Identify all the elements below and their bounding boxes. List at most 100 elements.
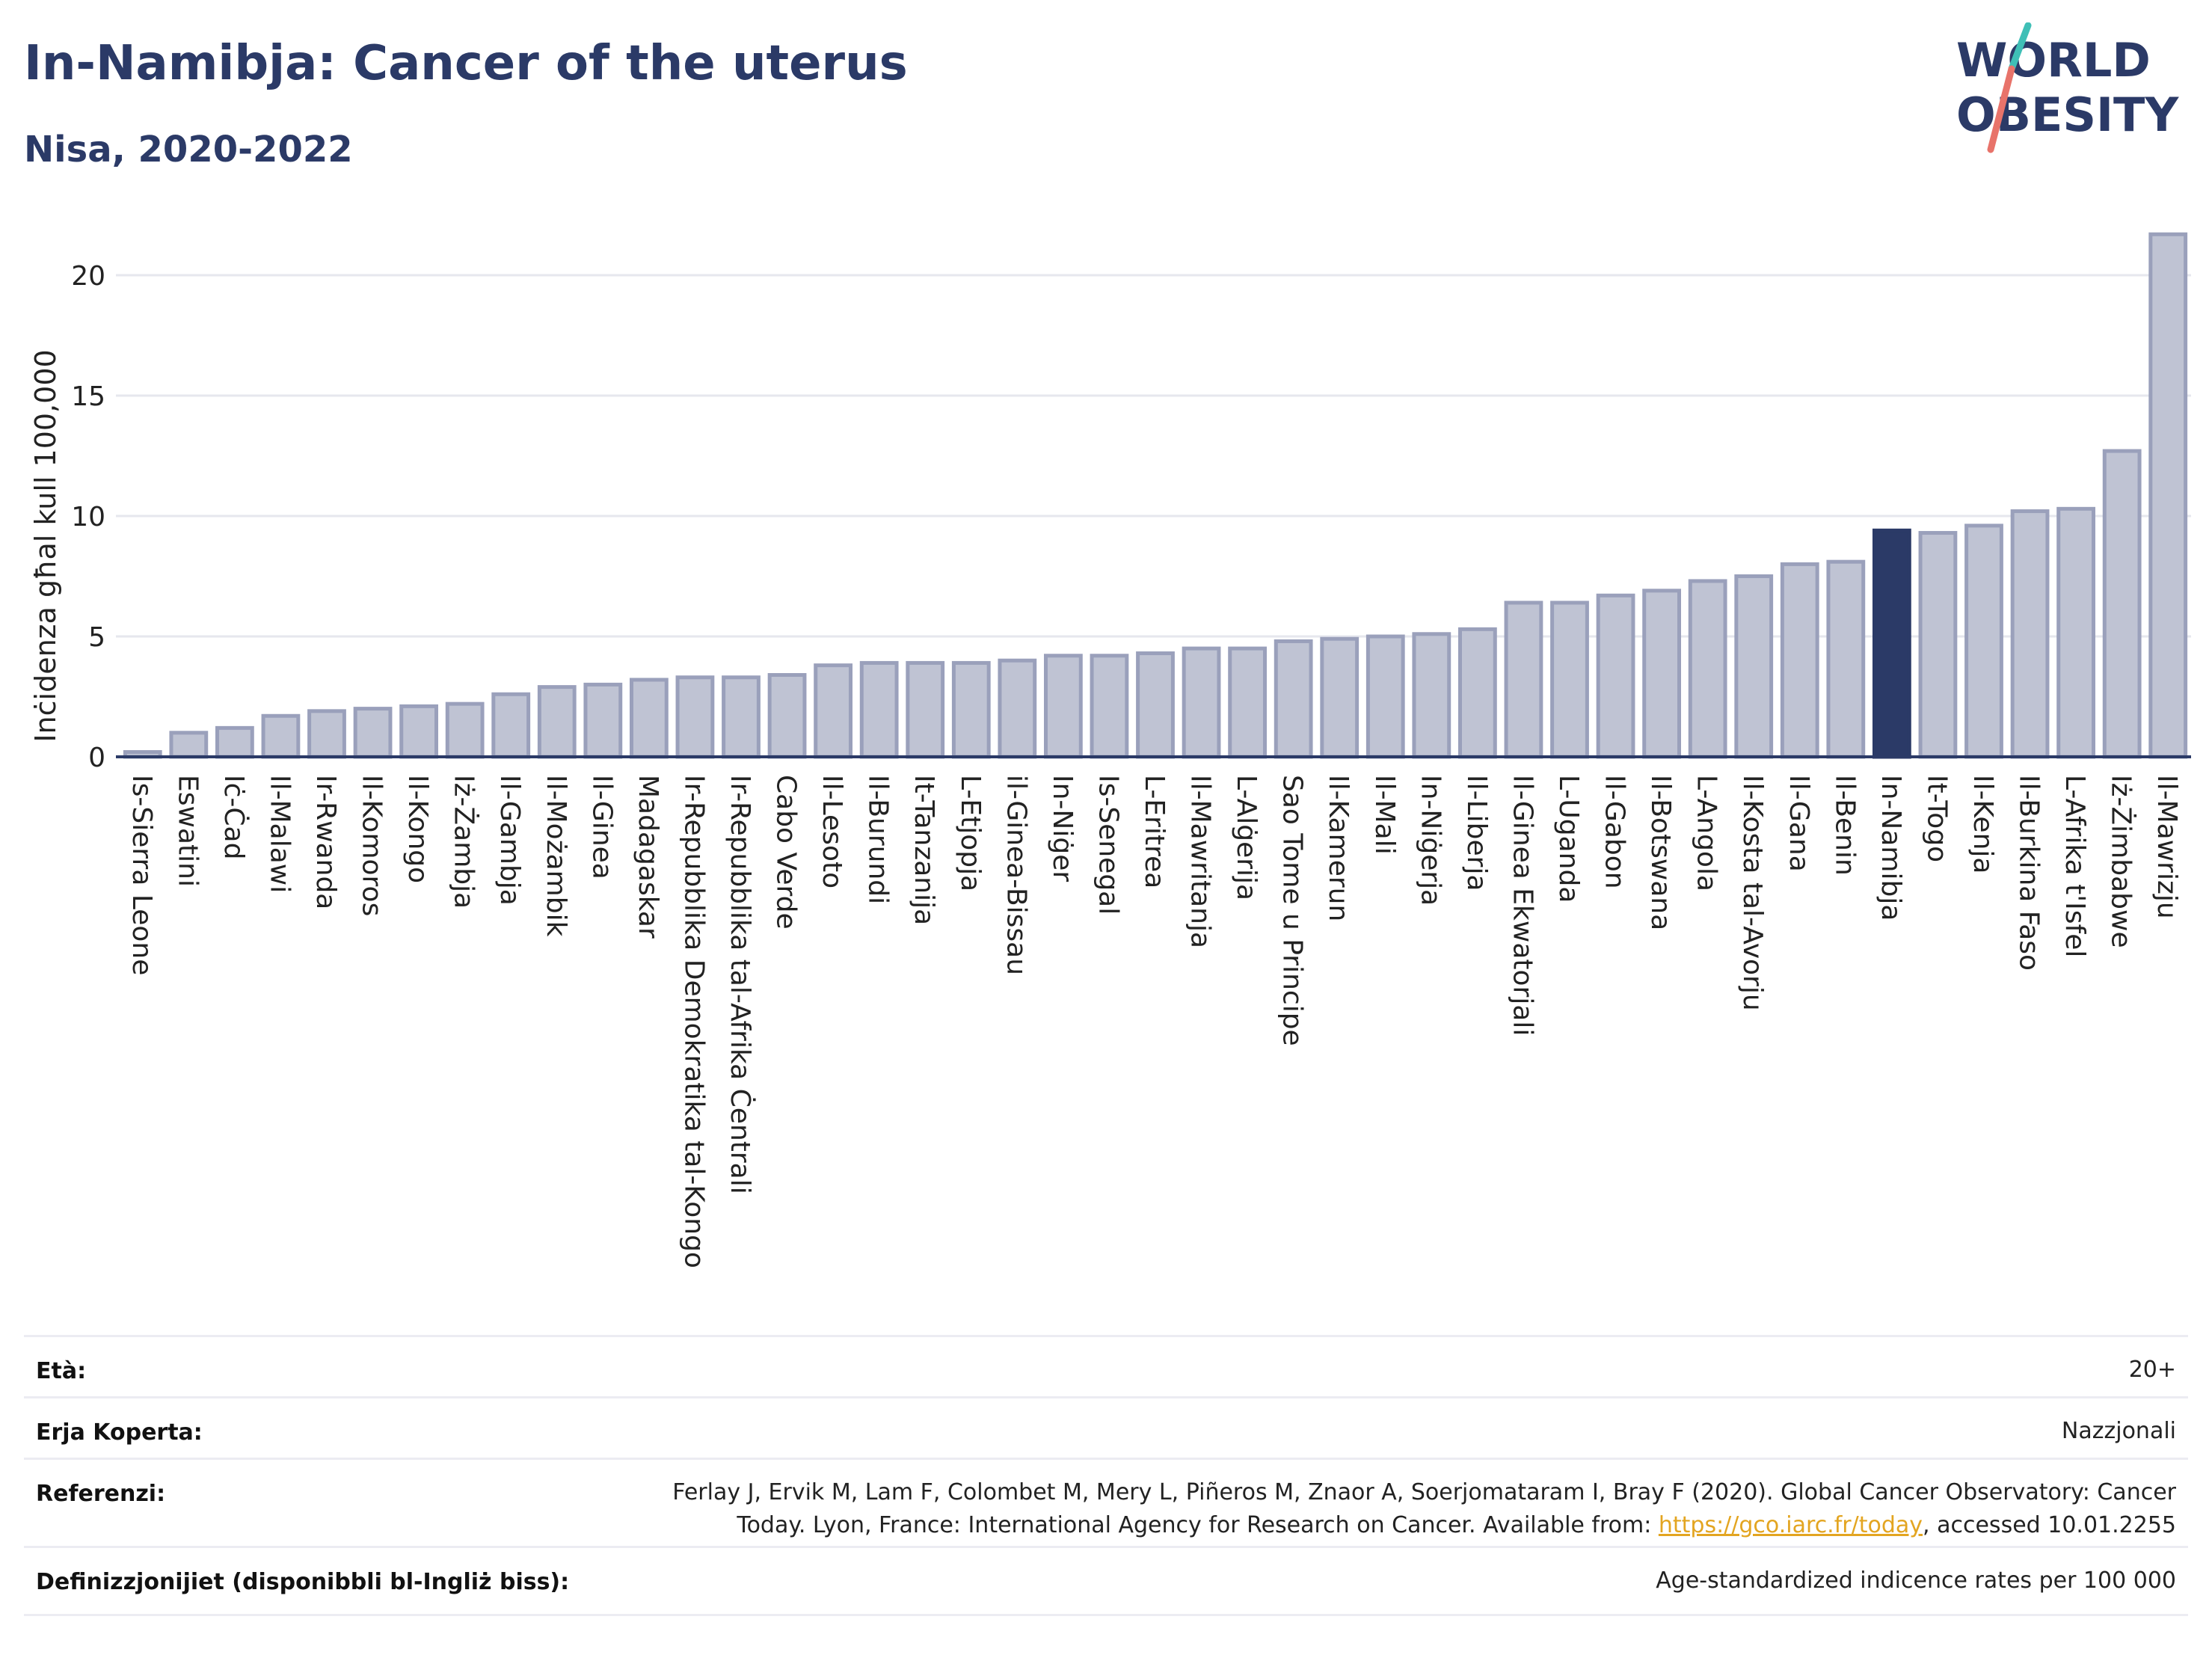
bar: [1136, 651, 1175, 759]
bar: [537, 685, 577, 759]
bar: [583, 682, 623, 759]
x-tick-label: Ir-Repubblika Demokratika tal-Kongo: [678, 775, 709, 1268]
bar-highlight: [1872, 528, 1911, 759]
bar: [998, 658, 1037, 759]
bar: [261, 713, 301, 759]
bar: [2010, 509, 2050, 759]
bar: [951, 660, 991, 759]
x-tick-label: L-Eritrea: [1139, 775, 1170, 888]
x-tick-label: In-Niġerja: [1415, 775, 1446, 906]
bar: [722, 675, 761, 759]
bar: [307, 709, 346, 759]
definitions-value: Age-standardized indicence rates per 100…: [1656, 1568, 2176, 1594]
y-tick-label: 10: [71, 502, 105, 532]
bar: [1642, 589, 1682, 759]
bar: [1504, 601, 1543, 759]
x-tick-label: L-Uganda: [1553, 775, 1584, 903]
definitions-label: Definizzjonijiet (disponibbli bl-Ingliż …: [36, 1569, 570, 1595]
x-tick-label: Il-Mawrizju: [2151, 775, 2182, 919]
bar-chart: 0 5 10 15 20 Inċidenza għal kull 100,000 Is-Si…: [29, 232, 2191, 1268]
meta-row-coverage: Erja Koperta: Nazzjonali: [24, 1396, 2188, 1458]
x-tick-label: L-Etjopja: [955, 775, 986, 891]
x-tick-label: Il-Benin: [1829, 775, 1860, 876]
x-tick-label: Il-Malawi: [264, 775, 295, 893]
x-tick-label: L-Angola: [1692, 775, 1722, 891]
bar: [859, 660, 899, 759]
bar: [169, 731, 209, 759]
bar: [2148, 232, 2188, 759]
references-text2: Today. Lyon, France: International Agenc…: [737, 1512, 1659, 1538]
x-tick-label: Il-Gana: [1784, 775, 1814, 872]
x-tick-label: Il-Mawritanja: [1185, 775, 1216, 948]
coverage-value: Nazzjonali: [2061, 1418, 2176, 1444]
x-tick-label: Il-Kongo: [402, 775, 433, 883]
bar: [629, 678, 669, 759]
y-tick-label: 20: [71, 261, 105, 292]
bar: [906, 660, 945, 759]
bar: [1228, 646, 1268, 759]
y-tick-label: 0: [88, 743, 105, 773]
bar: [1090, 654, 1129, 759]
references-line1: Ferlay J, Ervik M, Lam F, Colombet M, Me…: [672, 1479, 2176, 1505]
x-tick-label: Il-Ginea: [586, 775, 617, 879]
x-tick-label: Il-Mali: [1369, 775, 1400, 855]
bar: [353, 707, 393, 759]
chart-subtitle: Nisa, 2020-2022: [24, 129, 353, 171]
bar: [1964, 523, 2003, 759]
x-tick-label: Cabo Verde: [771, 775, 802, 930]
x-tick-label: Ir-Rwanda: [310, 775, 341, 909]
bar: [1780, 562, 1819, 759]
references-label: Referenzi:: [36, 1481, 166, 1507]
age-value: 20+: [2128, 1357, 2176, 1383]
x-tick-label: il-Ginea-Bissau: [1001, 775, 1031, 975]
bar: [445, 701, 485, 759]
x-tick-label: Il-Kamerun: [1323, 775, 1354, 921]
x-tick-label: In-Niġer: [1047, 775, 1078, 882]
x-tick-label: L-Afrika t'Isfel: [2059, 775, 2090, 957]
logo-slash-red: [1987, 65, 2015, 153]
references-text3: , accessed 10.01.2255: [1923, 1512, 2176, 1538]
bar: [1320, 636, 1360, 759]
x-tick-label: Il-Kosta tal-Avorju: [1737, 775, 1768, 1011]
y-axis-label: Inċidenza għal kull 100,000: [29, 349, 62, 742]
x-tick-label: Il-Możambik: [541, 775, 571, 937]
x-tick-label: Il-Gabon: [1600, 775, 1630, 889]
x-tick-label: Is-Sierra Leone: [126, 775, 157, 975]
x-tick-label: Ir-Repubblika tal-Afrika Ċentrali: [725, 775, 756, 1194]
x-tick-label: Il-Liberja: [1461, 775, 1492, 891]
references-link[interactable]: https://gco.iarc.fr/today: [1658, 1512, 1923, 1538]
logo-slash-teal: [2008, 22, 2032, 73]
x-tick-label: Sao Tome u Principe: [1277, 775, 1308, 1046]
bar: [675, 675, 715, 759]
age-label: Età:: [36, 1358, 87, 1384]
bar: [1596, 593, 1635, 759]
x-tick-label: Il-Burundi: [863, 775, 894, 904]
bar: [1826, 559, 1866, 759]
x-tick-label: Il-Kenja: [1967, 775, 1998, 873]
x-tick-label: Iċ-Ċad: [218, 775, 250, 859]
y-tick-label: 5: [88, 622, 105, 653]
meta-row-definitions: Definizzjonijiet (disponibbli bl-Ingliż …: [24, 1546, 2188, 1616]
bar: [1550, 601, 1589, 759]
x-tick-label: In-Namibja: [1875, 775, 1906, 921]
bar: [1043, 654, 1083, 759]
logo-line1: WORLD: [1956, 33, 2151, 87]
world-obesity-logo: WORLD OBESITY: [1956, 22, 2179, 153]
references-line2: Today. Lyon, France: International Agenc…: [456, 1509, 2176, 1542]
x-tick-label: Eswatini: [172, 775, 203, 887]
chart-title: In-Namibja: Cancer of the uterus: [24, 36, 908, 91]
bar: [1182, 646, 1221, 759]
x-tick-label: Il-Botswana: [1645, 775, 1676, 930]
x-tick-label: Iż-Żimbabwe: [2106, 775, 2137, 948]
x-tick-label: It-Tanzanija: [909, 775, 939, 925]
meta-row-age: Età: 20+: [24, 1335, 2188, 1397]
bar: [399, 704, 439, 759]
x-tick-label: Il-Burkina Faso: [2014, 775, 2044, 971]
bar: [1457, 627, 1497, 759]
x-tick-label: Is-Senegal: [1093, 775, 1123, 915]
x-tick-label: Iż-Żambja: [449, 775, 480, 909]
y-tick-label: 15: [71, 381, 105, 412]
bar: [1274, 639, 1313, 759]
x-tick-label: Il-Ginea Ekwatorjali: [1507, 775, 1537, 1036]
bar: [215, 725, 254, 759]
